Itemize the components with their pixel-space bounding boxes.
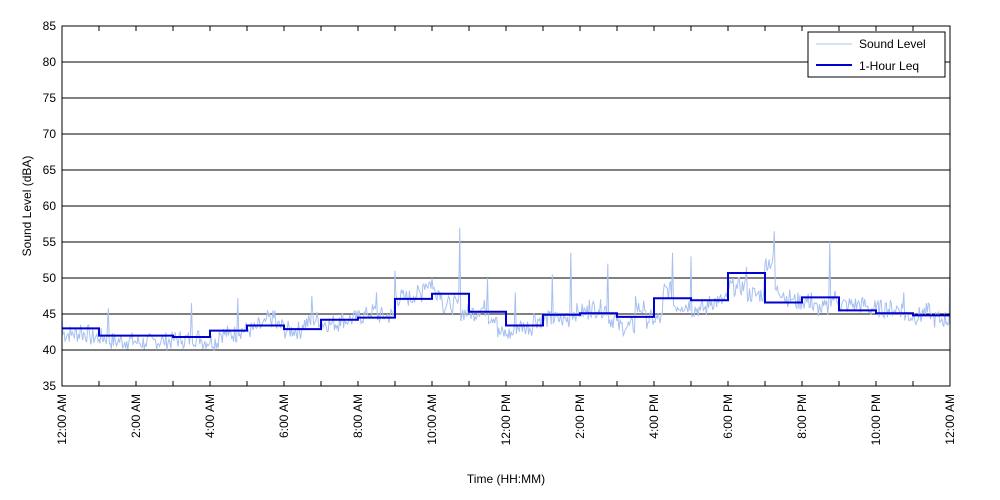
y-tick-label: 50: [43, 271, 57, 285]
legend: Sound Level 1-Hour Leq: [807, 31, 946, 78]
x-axis-label: Time (HH:MM): [467, 472, 545, 486]
x-tick-label: 4:00 AM: [203, 394, 217, 438]
legend-label-leq: 1-Hour Leq: [859, 59, 919, 73]
x-tick-label: 8:00 PM: [795, 394, 809, 439]
x-tick-label: 10:00 AM: [425, 394, 439, 445]
x-tick-label: 12:00 AM: [943, 394, 957, 445]
y-tick-label: 80: [43, 55, 57, 69]
legend-label-sound-level: Sound Level: [859, 37, 926, 51]
x-tick-label: 12:00 PM: [499, 394, 513, 445]
leq-step-line: [62, 272, 950, 338]
y-axis-label: Sound Level (dBA): [20, 156, 34, 257]
x-tick-label: 8:00 AM: [351, 394, 365, 438]
y-tick-label: 85: [43, 19, 57, 33]
sound-level-series: [61, 227, 951, 351]
x-axis: 12:00 AM 2:00 AM 4:00 AM 6:00 AM 8:00 AM 10:0…: [55, 26, 957, 445]
y-tick-label: 70: [43, 127, 57, 141]
x-tick-label: 2:00 PM: [573, 394, 587, 439]
x-tick-label: 6:00 PM: [721, 394, 735, 439]
y-tick-label: 55: [43, 235, 57, 249]
x-tick-label: 10:00 PM: [869, 394, 883, 445]
x-tick-label: 4:00 PM: [647, 394, 661, 439]
sound-level-line: [61, 227, 951, 351]
grid-lines: [62, 61, 950, 351]
legend-box: [807, 31, 946, 78]
y-axis: 35 40 45 50 55 60 65 70 75 80 85: [43, 19, 950, 393]
leq-series: [62, 272, 950, 338]
y-tick-label: 40: [43, 343, 57, 357]
y-tick-label: 35: [43, 379, 57, 393]
y-tick-label: 45: [43, 307, 57, 321]
y-tick-label: 65: [43, 163, 57, 177]
x-tick-label: 2:00 AM: [129, 394, 143, 438]
y-tick-label: 60: [43, 199, 57, 213]
y-tick-label: 75: [43, 91, 57, 105]
x-tick-label: 6:00 AM: [277, 394, 291, 438]
x-tick-label: 12:00 AM: [55, 394, 69, 445]
